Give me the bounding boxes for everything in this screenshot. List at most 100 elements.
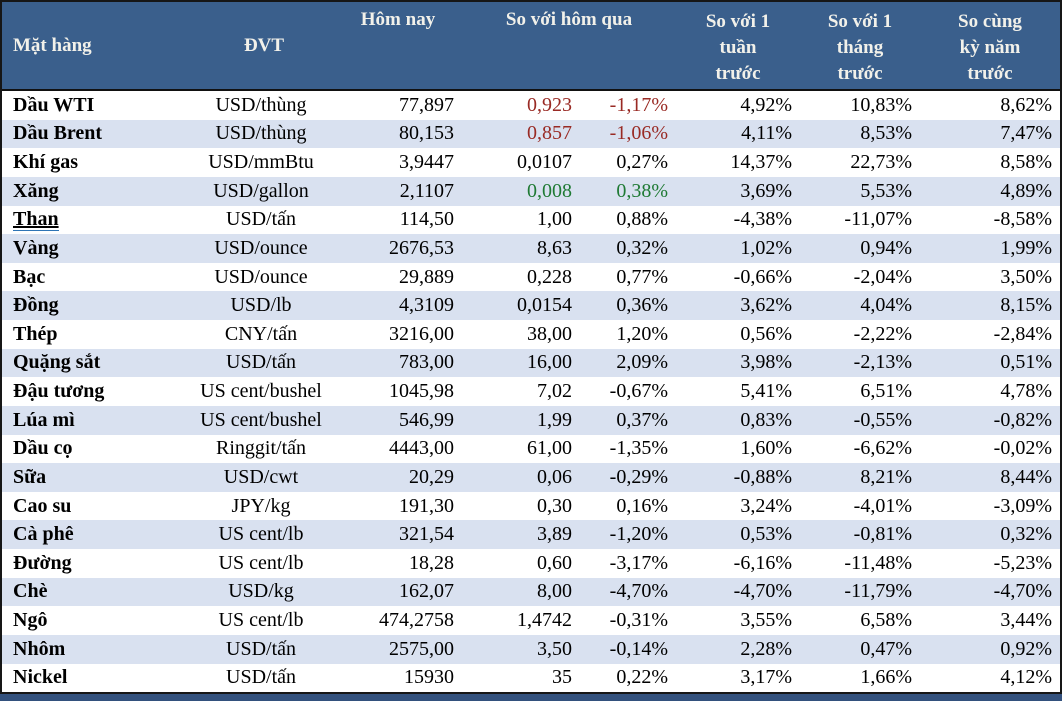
cell-today: 4443,00 [389, 437, 454, 460]
cell-today: 77,897 [399, 93, 454, 116]
cell-name: Khí gas [13, 151, 79, 174]
cell-week: 4,11% [741, 122, 792, 145]
cell-month: -11,07% [844, 208, 912, 231]
cell-chg: 38,00 [527, 322, 572, 345]
cell-chg: 8,63 [537, 236, 572, 259]
cell-month: -6,62% [853, 437, 912, 460]
cell-name: Dầu WTI [13, 93, 95, 116]
table-row: Sữa USD/cwt 20,29 0,06 -0,29% -0,88% 8,21% 8,44… [2, 463, 1060, 492]
cell-unit: US cent/lb [218, 523, 304, 546]
cell-today: 474,2758 [379, 609, 454, 632]
cell-year: 8,58% [1000, 151, 1052, 174]
cell-week: -0,66% [733, 265, 792, 288]
cell-year: -2,84% [993, 322, 1052, 345]
table-row: Vàng USD/ounce 2676,53 8,63 0,32% 1,02% 0,94% 1… [2, 234, 1060, 263]
table-row: Cà phê US cent/lb 321,54 3,89 -1,20% 0,53% -0,… [2, 520, 1060, 549]
cell-pct: 1,20% [616, 322, 668, 345]
cell-today: 29,889 [399, 265, 454, 288]
cell-unit: USD/tấn [226, 637, 296, 660]
cell-year: -0,82% [993, 408, 1052, 431]
cell-month: -2,04% [853, 265, 912, 288]
cell-name: Thép [13, 322, 58, 345]
cell-year: 0,32% [1000, 523, 1052, 546]
cell-unit: USD/thùng [215, 122, 307, 145]
cell-chg: 1,00 [537, 208, 572, 231]
cell-unit: USD/cwt [223, 465, 299, 488]
cell-week: 3,69% [740, 179, 792, 202]
bottom-bar [0, 694, 1062, 701]
cell-name: Ngô [13, 609, 48, 632]
cell-year: 0,51% [1000, 351, 1052, 374]
header-vs-yesterday: So với hôm qua [462, 2, 676, 89]
cell-name: Than [2, 208, 174, 232]
cell-month: 5,53% [860, 179, 912, 202]
cell-month: -2,13% [853, 351, 912, 374]
cell-chg: 0,60 [537, 551, 572, 574]
cell-week: 3,55% [740, 609, 792, 632]
cell-today: 783,00 [399, 351, 454, 374]
cell-pct: 0,37% [616, 408, 668, 431]
cell-chg: 0,857 [527, 122, 572, 145]
cell-today: 114,50 [399, 208, 454, 231]
cell-year: 7,47% [1000, 122, 1052, 145]
table-row: Dầu cọ Ringgit/tấn 4443,00 61,00 -1,35% 1,60%… [2, 434, 1060, 464]
cell-pct: 0,77% [616, 265, 668, 288]
cell-name: Xăng [13, 179, 59, 202]
cell-unit: USD/ounce [214, 265, 308, 288]
table-row: Dầu Brent USD/thùng 80,153 0,857 -1,06% 4,11%… [2, 119, 1060, 149]
cell-year: 4,12% [1000, 666, 1052, 689]
cell-month: 22,73% [850, 151, 912, 174]
cell-chg: 16,00 [527, 351, 572, 374]
cell-pct: 0,88% [616, 208, 668, 231]
cell-year: 8,62% [1000, 93, 1052, 116]
cell-year: 4,89% [1000, 179, 1052, 202]
cell-name: Cà phê [13, 523, 74, 546]
cell-month: 10,83% [850, 93, 912, 116]
cell-unit: JPY/kg [231, 494, 291, 517]
cell-week: 2,28% [740, 637, 792, 660]
table-row: Bạc USD/ounce 29,889 0,228 0,77% -0,66% -2,04%… [2, 262, 1060, 292]
cell-chg: 61,00 [527, 437, 572, 460]
cell-chg: 1,99 [537, 408, 572, 431]
cell-name: Quặng sắt [13, 351, 101, 374]
cell-week: 1,02% [740, 236, 792, 259]
cell-today: 2676,53 [389, 236, 454, 259]
cell-unit: USD/kg [228, 580, 294, 603]
cell-today: 20,29 [409, 465, 454, 488]
cell-today: 321,54 [399, 523, 454, 546]
cell-name: Bạc [13, 265, 46, 288]
underlined-commodity-label: Than [13, 208, 59, 232]
table-row: Ngô US cent/lb 474,2758 1,4742 -0,31% 3,55% 6,… [2, 606, 1060, 635]
cell-unit: Ringgit/tấn [216, 437, 306, 460]
cell-name: Nhôm [13, 637, 66, 660]
table-row: Xăng USD/gallon 2,1107 0,008 0,38% 3,69% 5,53%… [2, 176, 1060, 206]
header-today-label: Hôm nay [360, 9, 436, 30]
cell-week: 5,41% [740, 380, 792, 403]
table-row: Đậu tương US cent/bushel 1045,98 7,02 -0,67%… [2, 377, 1060, 406]
header-commodity: Mặt hàng [2, 2, 174, 89]
header-unit: ĐVT [174, 2, 334, 89]
cell-chg: 0,0107 [517, 151, 572, 174]
cell-pct: -0,14% [609, 637, 668, 660]
cell-week: 4,92% [740, 93, 792, 116]
table-row: Thép CNY/tấn 3216,00 38,00 1,20% 0,56% -2,22% -… [2, 320, 1060, 349]
header-vs-month: So với 1 tháng trước [827, 11, 893, 85]
cell-year: 0,92% [1000, 637, 1052, 660]
cell-year: -0,02% [993, 437, 1052, 460]
cell-unit: US cent/bushel [200, 380, 322, 403]
cell-chg: 35 [552, 666, 572, 689]
cell-week: 3,98% [740, 351, 792, 374]
cell-chg: 0,06 [537, 465, 572, 488]
cell-unit: USD/gallon [213, 179, 309, 202]
cell-month: 6,58% [860, 609, 912, 632]
cell-pct: -0,67% [609, 380, 668, 403]
table-row: Quặng sắt USD/tấn 783,00 16,00 2,09% 3,98% -2,… [2, 348, 1060, 378]
cell-today: 546,99 [399, 408, 454, 431]
cell-month: -2,22% [853, 322, 912, 345]
table-row: Than USD/tấn 114,50 1,00 0,88% -4,38% -11,07% -… [2, 205, 1060, 235]
cell-year: -4,70% [993, 580, 1052, 603]
cell-chg: 3,89 [537, 523, 572, 546]
cell-name: Dầu Brent [13, 122, 103, 145]
cell-unit: USD/tấn [226, 666, 296, 689]
